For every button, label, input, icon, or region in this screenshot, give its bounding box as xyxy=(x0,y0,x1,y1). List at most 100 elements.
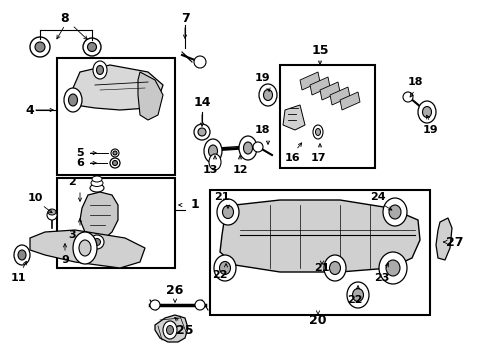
Bar xyxy=(57,178,175,268)
Ellipse shape xyxy=(385,260,399,276)
Text: 1: 1 xyxy=(190,198,199,211)
Text: 9: 9 xyxy=(61,255,69,265)
Text: 17: 17 xyxy=(309,153,325,163)
Ellipse shape xyxy=(259,84,276,106)
Ellipse shape xyxy=(150,300,160,310)
Ellipse shape xyxy=(382,198,406,226)
Ellipse shape xyxy=(239,136,257,160)
Ellipse shape xyxy=(315,129,320,135)
Text: 21: 21 xyxy=(214,192,229,202)
Ellipse shape xyxy=(324,255,346,281)
Ellipse shape xyxy=(214,255,236,281)
Ellipse shape xyxy=(93,61,107,79)
Ellipse shape xyxy=(422,107,430,117)
Text: 11: 11 xyxy=(10,273,26,283)
Text: 7: 7 xyxy=(180,12,189,24)
Bar xyxy=(280,65,374,168)
Ellipse shape xyxy=(83,38,101,56)
Ellipse shape xyxy=(252,142,263,152)
Text: 2: 2 xyxy=(68,177,76,187)
Ellipse shape xyxy=(48,209,56,215)
Ellipse shape xyxy=(243,142,252,154)
Text: 19: 19 xyxy=(255,73,270,83)
Ellipse shape xyxy=(90,184,104,192)
Text: 6: 6 xyxy=(76,158,84,168)
Ellipse shape xyxy=(93,238,101,246)
Text: 15: 15 xyxy=(311,44,328,57)
Text: 10: 10 xyxy=(27,193,42,203)
Polygon shape xyxy=(299,72,319,90)
Ellipse shape xyxy=(217,199,239,225)
Ellipse shape xyxy=(263,90,272,100)
Ellipse shape xyxy=(30,37,50,57)
Ellipse shape xyxy=(195,300,204,310)
Ellipse shape xyxy=(194,56,205,68)
Ellipse shape xyxy=(352,288,363,302)
Polygon shape xyxy=(283,105,305,130)
Text: 18: 18 xyxy=(254,125,269,135)
Ellipse shape xyxy=(194,124,209,140)
Text: 14: 14 xyxy=(193,95,210,108)
Polygon shape xyxy=(30,230,145,268)
Ellipse shape xyxy=(64,88,82,112)
Ellipse shape xyxy=(112,161,117,166)
Polygon shape xyxy=(339,92,359,110)
Polygon shape xyxy=(80,192,118,238)
Text: 13: 13 xyxy=(202,165,217,175)
Ellipse shape xyxy=(312,125,323,139)
Text: 25: 25 xyxy=(176,324,193,337)
Ellipse shape xyxy=(208,154,221,170)
Bar xyxy=(57,58,175,175)
Polygon shape xyxy=(138,72,163,120)
Polygon shape xyxy=(155,315,187,342)
Ellipse shape xyxy=(92,176,102,182)
Text: 18: 18 xyxy=(407,77,422,87)
Ellipse shape xyxy=(79,240,91,256)
Ellipse shape xyxy=(219,261,230,274)
Ellipse shape xyxy=(47,210,57,220)
Ellipse shape xyxy=(35,42,45,52)
Polygon shape xyxy=(319,82,339,100)
Text: 27: 27 xyxy=(446,235,463,248)
Bar xyxy=(209,190,429,315)
Ellipse shape xyxy=(91,180,103,186)
Text: 16: 16 xyxy=(284,153,299,163)
Polygon shape xyxy=(220,200,419,272)
Polygon shape xyxy=(70,65,163,110)
Polygon shape xyxy=(329,87,349,105)
Ellipse shape xyxy=(163,321,177,339)
Text: 19: 19 xyxy=(421,125,437,135)
Ellipse shape xyxy=(111,149,119,157)
Text: 4: 4 xyxy=(25,104,34,117)
Text: 22: 22 xyxy=(212,270,227,280)
Ellipse shape xyxy=(208,145,217,157)
Text: 5: 5 xyxy=(76,148,83,158)
Ellipse shape xyxy=(417,101,435,123)
Polygon shape xyxy=(435,218,451,260)
Ellipse shape xyxy=(329,261,340,274)
Ellipse shape xyxy=(388,205,400,219)
Ellipse shape xyxy=(18,250,26,260)
Text: 24: 24 xyxy=(369,192,385,202)
Ellipse shape xyxy=(346,282,368,308)
Text: 12: 12 xyxy=(232,165,247,175)
Ellipse shape xyxy=(203,139,222,163)
Ellipse shape xyxy=(222,206,233,219)
Ellipse shape xyxy=(402,92,412,102)
Text: 23: 23 xyxy=(373,273,389,283)
Text: 21: 21 xyxy=(314,263,329,273)
Ellipse shape xyxy=(166,325,173,334)
Ellipse shape xyxy=(198,128,205,136)
Text: 8: 8 xyxy=(61,12,69,24)
Text: 20: 20 xyxy=(308,314,326,327)
Ellipse shape xyxy=(113,151,117,155)
Ellipse shape xyxy=(378,252,406,284)
Text: 22: 22 xyxy=(346,295,362,305)
Ellipse shape xyxy=(14,245,30,265)
Text: 26: 26 xyxy=(166,284,183,297)
Ellipse shape xyxy=(68,94,77,106)
Ellipse shape xyxy=(96,66,103,75)
Ellipse shape xyxy=(73,232,97,264)
Ellipse shape xyxy=(90,235,104,249)
Ellipse shape xyxy=(87,42,96,51)
